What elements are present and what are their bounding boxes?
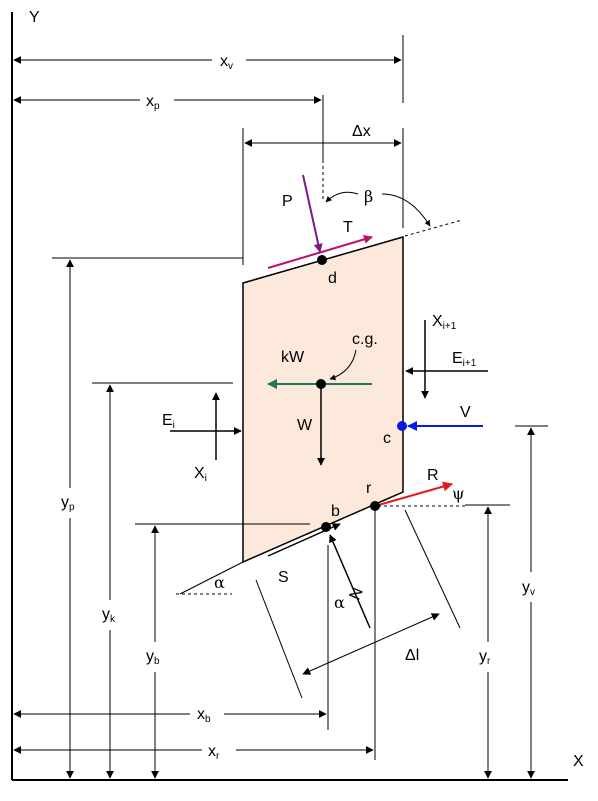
force-S-arrow	[267, 523, 341, 557]
force-Xi1-label: Xi+1	[432, 313, 457, 332]
force-kW-label: kW	[281, 349, 305, 366]
yb-label: yb	[146, 648, 160, 667]
force-P-label: P	[282, 193, 293, 210]
force-S-label: S	[278, 569, 289, 586]
force-N-arrow	[329, 534, 371, 629]
psi-label: ψ	[452, 484, 465, 503]
cg-label: c.g.	[352, 331, 378, 348]
x-axis-label: X	[573, 753, 584, 770]
force-V-label: V	[460, 404, 471, 421]
base-extension	[179, 561, 244, 595]
force-N-label: N	[345, 584, 365, 601]
xr-label: xr	[208, 743, 220, 762]
slice-body	[242, 236, 404, 564]
point-c	[397, 421, 407, 431]
beta-arc-right	[381, 193, 431, 227]
dl-witness-left	[255, 579, 303, 699]
point-cg	[316, 379, 326, 389]
alpha-base-label: α	[214, 573, 225, 592]
dl-witness-right	[404, 509, 461, 629]
yk-label: yk	[102, 606, 116, 625]
dl-dimension	[302, 613, 440, 675]
force-P-arrow	[302, 174, 323, 253]
point-b-label: b	[331, 503, 340, 520]
yp-label: yp	[61, 494, 75, 513]
point-r-label: r	[366, 480, 372, 497]
force-W-label: W	[297, 417, 313, 434]
xp-label: xp	[146, 93, 160, 112]
force-R-arrow	[374, 481, 453, 507]
force-R-label: R	[427, 467, 439, 484]
force-Xi-label: Xi	[194, 465, 207, 484]
xv-label: xv	[220, 53, 233, 72]
yr-label: yr	[479, 648, 491, 667]
force-Ei1-label: Ei+1	[452, 350, 477, 369]
yv-label: yv	[522, 579, 535, 598]
point-c-label: c	[383, 430, 391, 447]
point-r	[370, 501, 380, 511]
alpha-normal-label: α	[334, 593, 345, 612]
cg-leader	[329, 349, 357, 381]
dx-label: Δx	[352, 123, 371, 140]
top-surface-extension	[404, 219, 463, 237]
beta-label: β	[364, 187, 373, 206]
point-d	[317, 255, 327, 265]
force-T-label: T	[343, 219, 353, 236]
force-Ei-label: Ei	[162, 412, 175, 431]
beta-arc-left	[325, 191, 359, 203]
dl-label: Δl	[405, 647, 419, 664]
y-axis-label: Y	[29, 9, 40, 26]
point-d-label: d	[328, 270, 337, 287]
xb-label: xb	[197, 706, 211, 725]
